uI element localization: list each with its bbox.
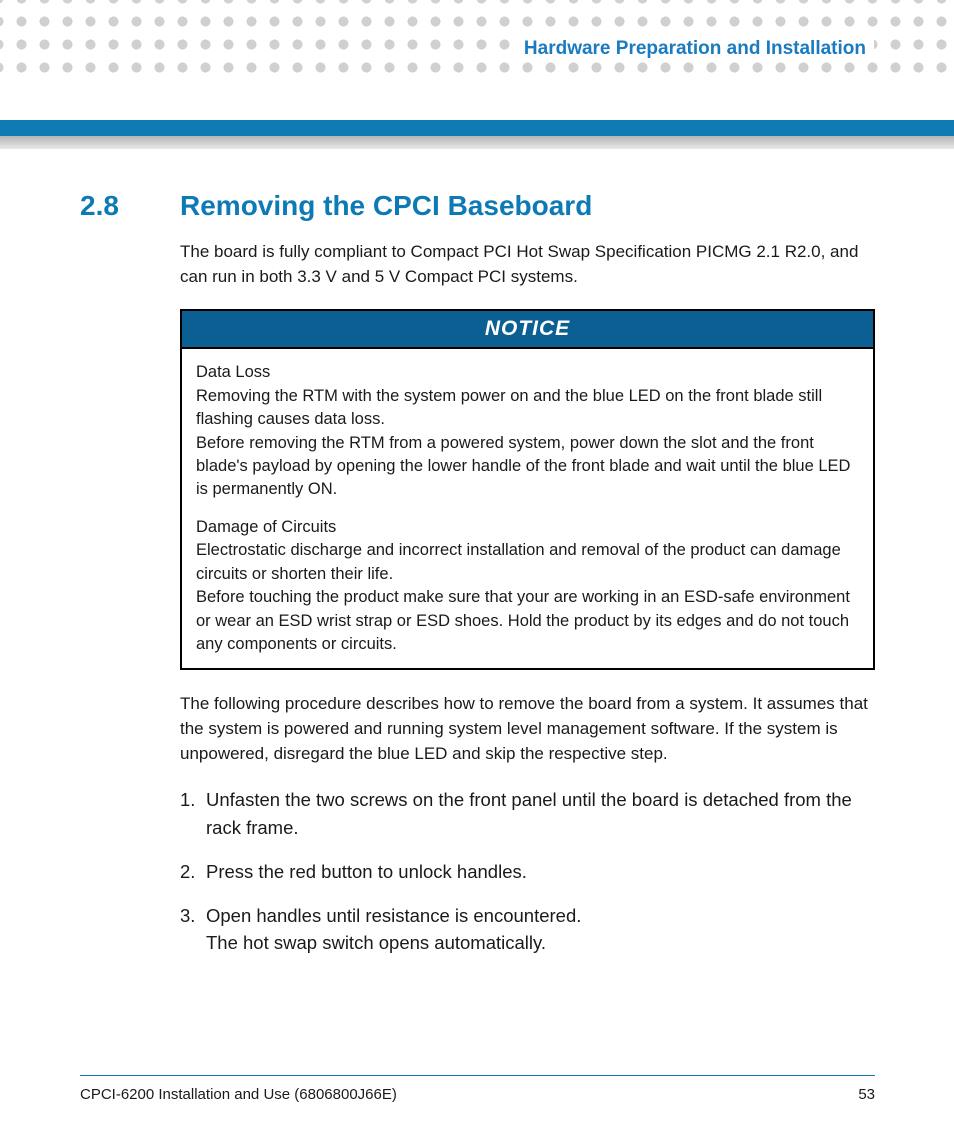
footer-doc-id: CPCI-6200 Installation and Use (6806800J…	[80, 1086, 397, 1103]
step-line: The hot swap switch opens automatically.	[206, 932, 546, 953]
step-text: Open handles until resistance is encount…	[206, 902, 875, 958]
header-blue-bar	[0, 120, 954, 136]
step-number: 2.	[180, 858, 206, 886]
procedure-intro: The following procedure describes how to…	[180, 692, 875, 766]
notice-box: NOTICE Data Loss Removing the RTM with t…	[180, 309, 875, 670]
step-1: 1. Unfasten the two screws on the front …	[180, 786, 875, 842]
step-number: 1.	[180, 786, 206, 842]
step-text: Unfasten the two screws on the front pan…	[206, 786, 875, 842]
notice-label: NOTICE	[182, 311, 873, 349]
step-line: Open handles until resistance is encount…	[206, 905, 581, 926]
footer-page-number: 53	[858, 1086, 875, 1103]
procedure-steps: 1. Unfasten the two screws on the front …	[180, 786, 875, 957]
step-3: 3. Open handles until resistance is enco…	[180, 902, 875, 958]
page-footer: CPCI-6200 Installation and Use (6806800J…	[80, 1075, 875, 1103]
notice-text: Electrostatic discharge and incorrect in…	[196, 541, 841, 582]
step-text: Press the red button to unlock handles.	[206, 858, 875, 886]
step-number: 3.	[180, 902, 206, 958]
notice-para-damage: Damage of Circuits Electrostatic dischar…	[196, 516, 859, 657]
section-number: 2.8	[80, 190, 180, 222]
notice-subtitle: Damage of Circuits	[196, 518, 336, 536]
chapter-title: Hardware Preparation and Installation	[510, 38, 874, 60]
section-title: Removing the CPCI Baseboard	[180, 190, 592, 222]
section-heading: 2.8 Removing the CPCI Baseboard	[80, 190, 875, 222]
header-gray-bar	[0, 136, 954, 149]
step-2: 2. Press the red button to unlock handle…	[180, 858, 875, 886]
notice-text: Before touching the product make sure th…	[196, 588, 850, 653]
notice-text: Removing the RTM with the system power o…	[196, 387, 822, 428]
notice-para-data-loss: Data Loss Removing the RTM with the syst…	[196, 361, 859, 502]
page-content: 2.8 Removing the CPCI Baseboard The boar…	[80, 190, 875, 973]
notice-subtitle: Data Loss	[196, 363, 270, 381]
intro-paragraph: The board is fully compliant to Compact …	[180, 240, 875, 289]
notice-text: Before removing the RTM from a powered s…	[196, 434, 850, 499]
notice-body: Data Loss Removing the RTM with the syst…	[182, 349, 873, 668]
